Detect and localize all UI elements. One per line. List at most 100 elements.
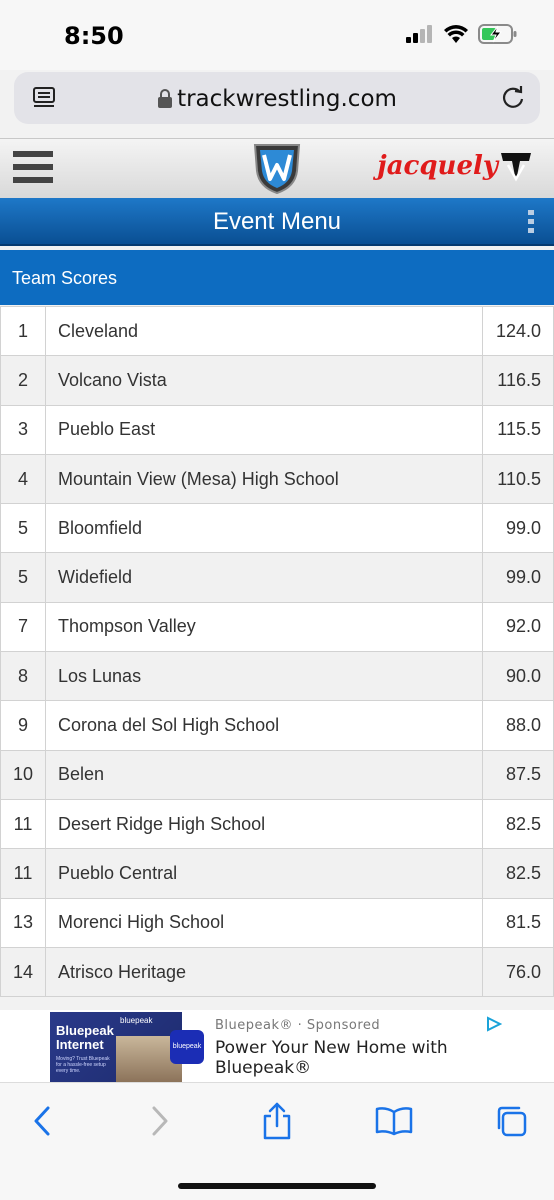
score-cell: 92.0 <box>482 601 554 653</box>
forward-icon <box>152 1106 168 1136</box>
more-vertical-icon[interactable] <box>528 210 534 233</box>
ad-banner[interactable]: Bluepeak Internet Moving? Trust Bluepeak… <box>0 1010 554 1082</box>
back-icon <box>34 1106 50 1136</box>
table-row[interactable]: 3 Pueblo East 115.5 <box>0 404 554 455</box>
table-row[interactable]: 4 Mountain View (Mesa) High School 110.5 <box>0 453 554 505</box>
sponsor-brand[interactable]: jacquely <box>377 149 534 183</box>
score-cell: 99.0 <box>482 552 554 603</box>
event-menu-title: Event Menu <box>212 208 342 235</box>
status-bar: 8:50 <box>0 0 554 70</box>
team-cell[interactable]: Atrisco Heritage <box>45 946 483 998</box>
team-cell[interactable]: Volcano Vista <box>45 355 483 406</box>
menu-icon[interactable] <box>13 151 53 183</box>
table-row[interactable]: 8 Los Lunas 90.0 <box>0 651 554 702</box>
tabs-icon <box>497 1106 527 1137</box>
site-header: jacquely <box>0 138 554 198</box>
table-row[interactable]: 11 Desert Ridge High School 82.5 <box>0 798 554 850</box>
event-menu-bar[interactable]: Event Menu <box>0 198 554 246</box>
table-row[interactable]: 1 Cleveland 124.0 <box>0 305 554 357</box>
rank-cell: 4 <box>0 453 46 505</box>
back-button[interactable] <box>22 1101 62 1141</box>
score-cell: 81.5 <box>482 897 554 948</box>
signal-icon <box>406 25 432 43</box>
score-cell: 76.0 <box>482 946 554 998</box>
home-indicator[interactable] <box>178 1183 376 1189</box>
score-cell: 116.5 <box>482 355 554 406</box>
team-cell[interactable]: Morenci High School <box>45 897 483 948</box>
score-cell: 90.0 <box>482 651 554 702</box>
team-cell[interactable]: Corona del Sol High School <box>45 700 483 751</box>
table-row[interactable]: 9 Corona del Sol High School 88.0 <box>0 700 554 751</box>
team-cell[interactable]: Desert Ridge High School <box>45 798 483 850</box>
bookmarks-icon <box>375 1107 413 1136</box>
table-row[interactable]: 7 Thompson Valley 92.0 <box>0 601 554 653</box>
bookmarks-button[interactable] <box>374 1101 414 1141</box>
team-cell[interactable]: Belen <box>45 749 483 800</box>
battery-charging-icon <box>478 24 517 44</box>
rank-cell: 5 <box>0 552 46 603</box>
team-scores-header: Team Scores <box>0 250 554 305</box>
table-row[interactable]: 11 Pueblo Central 82.5 <box>0 848 554 899</box>
url-display[interactable]: trackwrestling.com <box>14 86 540 112</box>
score-cell: 88.0 <box>482 700 554 751</box>
share-icon <box>263 1102 291 1140</box>
team-cell[interactable]: Thompson Valley <box>45 601 483 653</box>
rank-cell: 2 <box>0 355 46 406</box>
forward-button[interactable] <box>140 1101 180 1141</box>
address-bar[interactable]: trackwrestling.com <box>14 72 540 124</box>
team-scores-table: 1 Cleveland 124.0 2 Volcano Vista 116.5 3 Puebl… <box>0 305 554 998</box>
ad-logo[interactable]: bluepeak <box>170 1030 204 1064</box>
team-scores-title: Team Scores <box>12 268 118 288</box>
rank-cell: 11 <box>0 848 46 899</box>
rank-cell: 10 <box>0 749 46 800</box>
brand-text: jacquely <box>377 151 498 181</box>
rank-cell: 3 <box>0 404 46 455</box>
score-cell: 82.5 <box>482 848 554 899</box>
reader-icon[interactable] <box>32 86 56 110</box>
share-button[interactable] <box>257 1101 297 1141</box>
rank-cell: 13 <box>0 897 46 948</box>
score-cell: 110.5 <box>482 453 554 505</box>
ad-sponsor: Bluepeak® · Sponsored <box>215 1018 381 1033</box>
score-cell: 124.0 <box>482 305 554 357</box>
status-time: 8:50 <box>64 22 124 50</box>
rank-cell: 5 <box>0 503 46 554</box>
rank-cell: 14 <box>0 946 46 998</box>
tabs-button[interactable] <box>491 1101 531 1141</box>
brand-logo-icon <box>501 153 531 182</box>
ad-container[interactable]: Bluepeak Internet Moving? Trust Bluepeak… <box>50 1012 504 1082</box>
url-text: trackwrestling.com <box>177 86 397 112</box>
ad-image-small-text: Moving? Trust Bluepeak for a hassle-free… <box>56 1056 110 1074</box>
rank-cell: 1 <box>0 305 46 357</box>
ad-image[interactable]: Bluepeak Internet Moving? Trust Bluepeak… <box>50 1012 182 1082</box>
table-row[interactable]: 10 Belen 87.5 <box>0 749 554 800</box>
table-row[interactable]: 5 Widefield 99.0 <box>0 552 554 603</box>
ad-choices-icon[interactable] <box>486 1016 502 1032</box>
status-icons <box>406 24 518 44</box>
rank-cell: 8 <box>0 651 46 702</box>
rank-cell: 9 <box>0 700 46 751</box>
table-row[interactable]: 5 Bloomfield 99.0 <box>0 503 554 554</box>
table-row[interactable]: 2 Volcano Vista 116.5 <box>0 355 554 406</box>
team-cell[interactable]: Cleveland <box>45 305 483 357</box>
team-cell[interactable]: Pueblo East <box>45 404 483 455</box>
rank-cell: 11 <box>0 798 46 850</box>
score-cell: 82.5 <box>482 798 554 850</box>
team-cell[interactable]: Los Lunas <box>45 651 483 702</box>
score-cell: 87.5 <box>482 749 554 800</box>
score-cell: 99.0 <box>482 503 554 554</box>
ad-image-title: Bluepeak Internet <box>56 1023 114 1052</box>
team-cell[interactable]: Bloomfield <box>45 503 483 554</box>
team-cell[interactable]: Pueblo Central <box>45 848 483 899</box>
table-row[interactable]: 13 Morenci High School 81.5 <box>0 897 554 948</box>
ad-headline[interactable]: Power Your New Home with Bluepeak® <box>215 1038 448 1078</box>
rank-cell: 7 <box>0 601 46 653</box>
trackwrestling-logo[interactable] <box>251 141 303 195</box>
team-cell[interactable]: Mountain View (Mesa) High School <box>45 453 483 505</box>
wifi-icon <box>444 25 468 43</box>
table-row[interactable]: 14 Atrisco Heritage 76.0 <box>0 946 554 998</box>
team-cell[interactable]: Widefield <box>45 552 483 603</box>
browser-toolbar <box>0 1082 554 1200</box>
reload-icon[interactable] <box>500 84 526 110</box>
lock-icon <box>158 89 173 108</box>
